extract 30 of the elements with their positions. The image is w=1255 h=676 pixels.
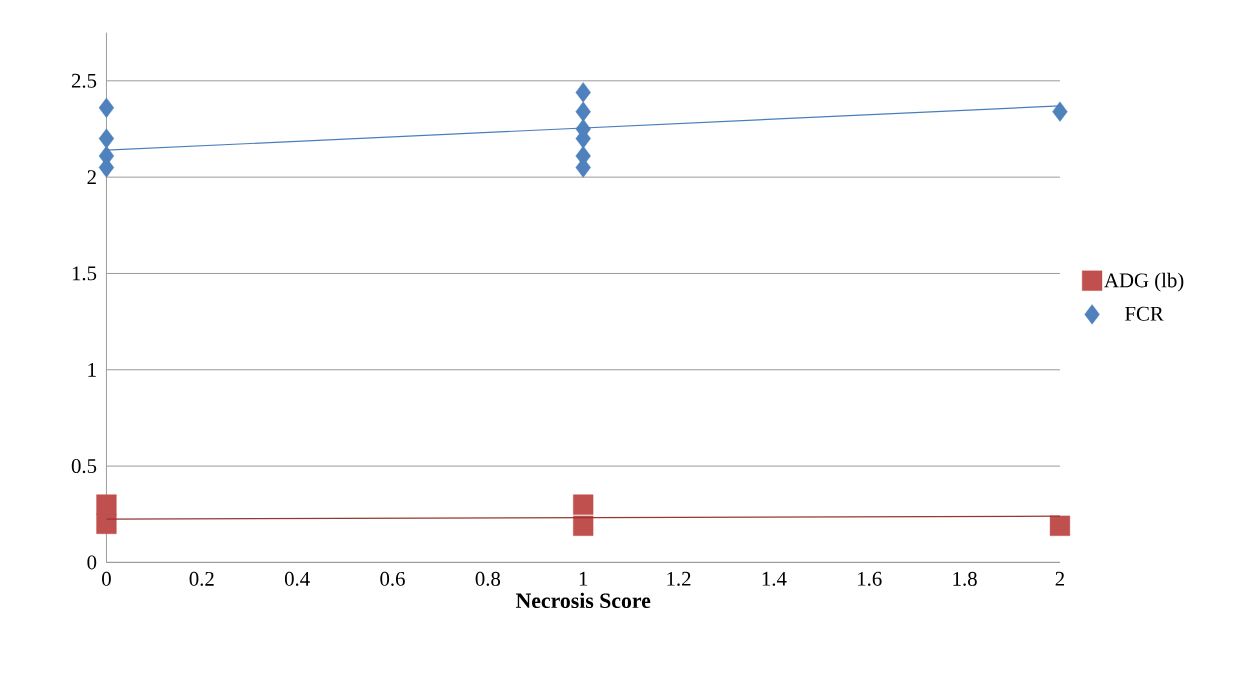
point bbox=[573, 494, 594, 515]
point bbox=[98, 128, 115, 149]
x-axis-title: Necrosis Score bbox=[515, 592, 651, 608]
x-tick-label: 2 bbox=[1055, 571, 1065, 586]
y-tick-label: 2.5 bbox=[71, 73, 97, 88]
x-tick-label: 1.4 bbox=[762, 571, 787, 586]
legend-label: FCR bbox=[1125, 306, 1164, 321]
x-tick-label: 1 bbox=[579, 571, 588, 586]
x-tick-label: 1.6 bbox=[858, 571, 882, 586]
x-tick-label: 1.8 bbox=[953, 571, 977, 586]
point bbox=[96, 494, 117, 515]
point bbox=[1049, 515, 1071, 536]
x-tick-label: 0.8 bbox=[475, 571, 501, 586]
x-tick-label: 1.2 bbox=[667, 571, 691, 586]
point bbox=[575, 101, 591, 122]
point bbox=[573, 515, 594, 536]
x-tick-label: 0.6 bbox=[380, 571, 405, 586]
point bbox=[575, 82, 591, 103]
y-tick-label: 1.5 bbox=[72, 266, 97, 281]
point bbox=[96, 513, 117, 534]
y-tick-label: 2 bbox=[87, 170, 96, 184]
legend-label: ADG (lb) bbox=[1104, 272, 1184, 292]
point bbox=[1052, 101, 1068, 122]
x-tick-label: 0.2 bbox=[189, 571, 214, 586]
x-tick-label: 0 bbox=[102, 571, 111, 586]
y-tick-label: 0 bbox=[87, 555, 97, 570]
x-tick-label: 0.4 bbox=[284, 571, 310, 586]
point bbox=[98, 97, 115, 118]
y-tick-label: 1 bbox=[88, 362, 96, 377]
y-tick-label: 0.5 bbox=[71, 458, 97, 474]
